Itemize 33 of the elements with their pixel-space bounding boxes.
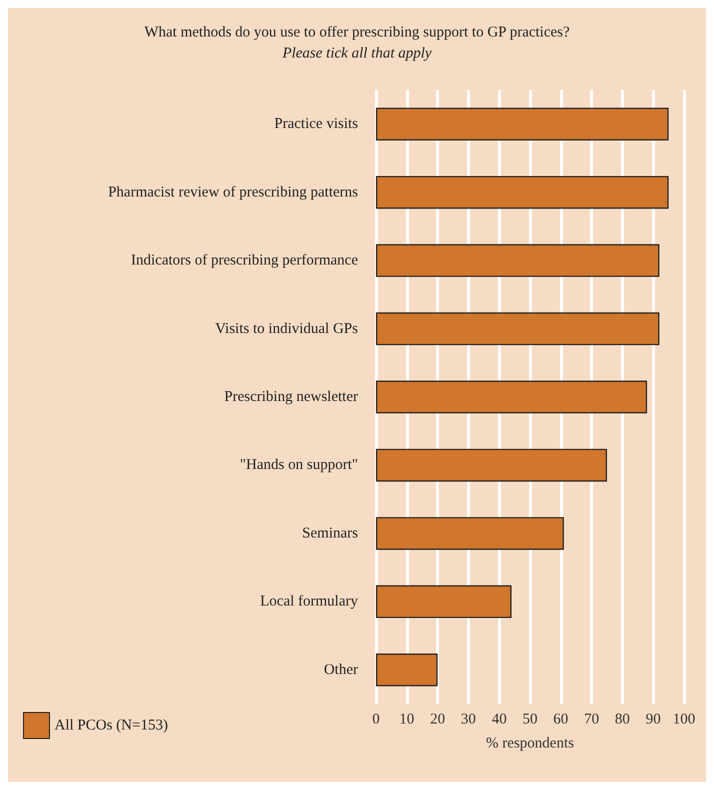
bar [376,380,648,414]
x-tick-label: 30 [460,712,476,728]
bar [376,244,660,277]
x-tick-label: 70 [584,712,600,728]
y-tick-label: Indicators of prescribing performance [131,252,358,269]
bar [376,448,607,482]
x-tick-label: 100 [672,712,696,728]
y-tick-label: Other [324,662,358,678]
chart-title: What methods do you use to offer prescribing support to GP practices? [144,24,570,40]
legend-label: All PCOs (N=153) [54,718,168,734]
bar [376,176,669,209]
bar [376,517,564,550]
x-tick-label: 20 [430,712,446,728]
bar [376,108,669,140]
x-tick-label: 10 [399,712,414,728]
x-axis-title: % respondents [486,736,574,752]
y-tick-label: Pharmacist review of prescribing patterns [108,184,358,200]
y-tick-label: Prescribing newsletter [224,389,358,405]
bar [376,585,512,618]
y-tick-label: Local formulary [260,594,358,610]
y-tick-label: Practice visits [274,116,358,132]
x-tick-label: 50 [522,712,538,728]
x-tick-label: 40 [492,712,507,728]
x-tick-label: 80 [614,712,630,728]
y-tick-label: Visits to individual GPs [215,320,358,337]
y-tick-label: Seminars [302,525,358,542]
x-tick-label: 0 [372,712,380,728]
chart-subtitle: Please tick all that apply [281,46,432,62]
x-tick-label: 60 [553,712,568,728]
bar [376,654,438,686]
x-tick-label: 90 [646,712,661,728]
y-tick-label: "Hands on support" [240,457,358,474]
bar [376,312,660,346]
